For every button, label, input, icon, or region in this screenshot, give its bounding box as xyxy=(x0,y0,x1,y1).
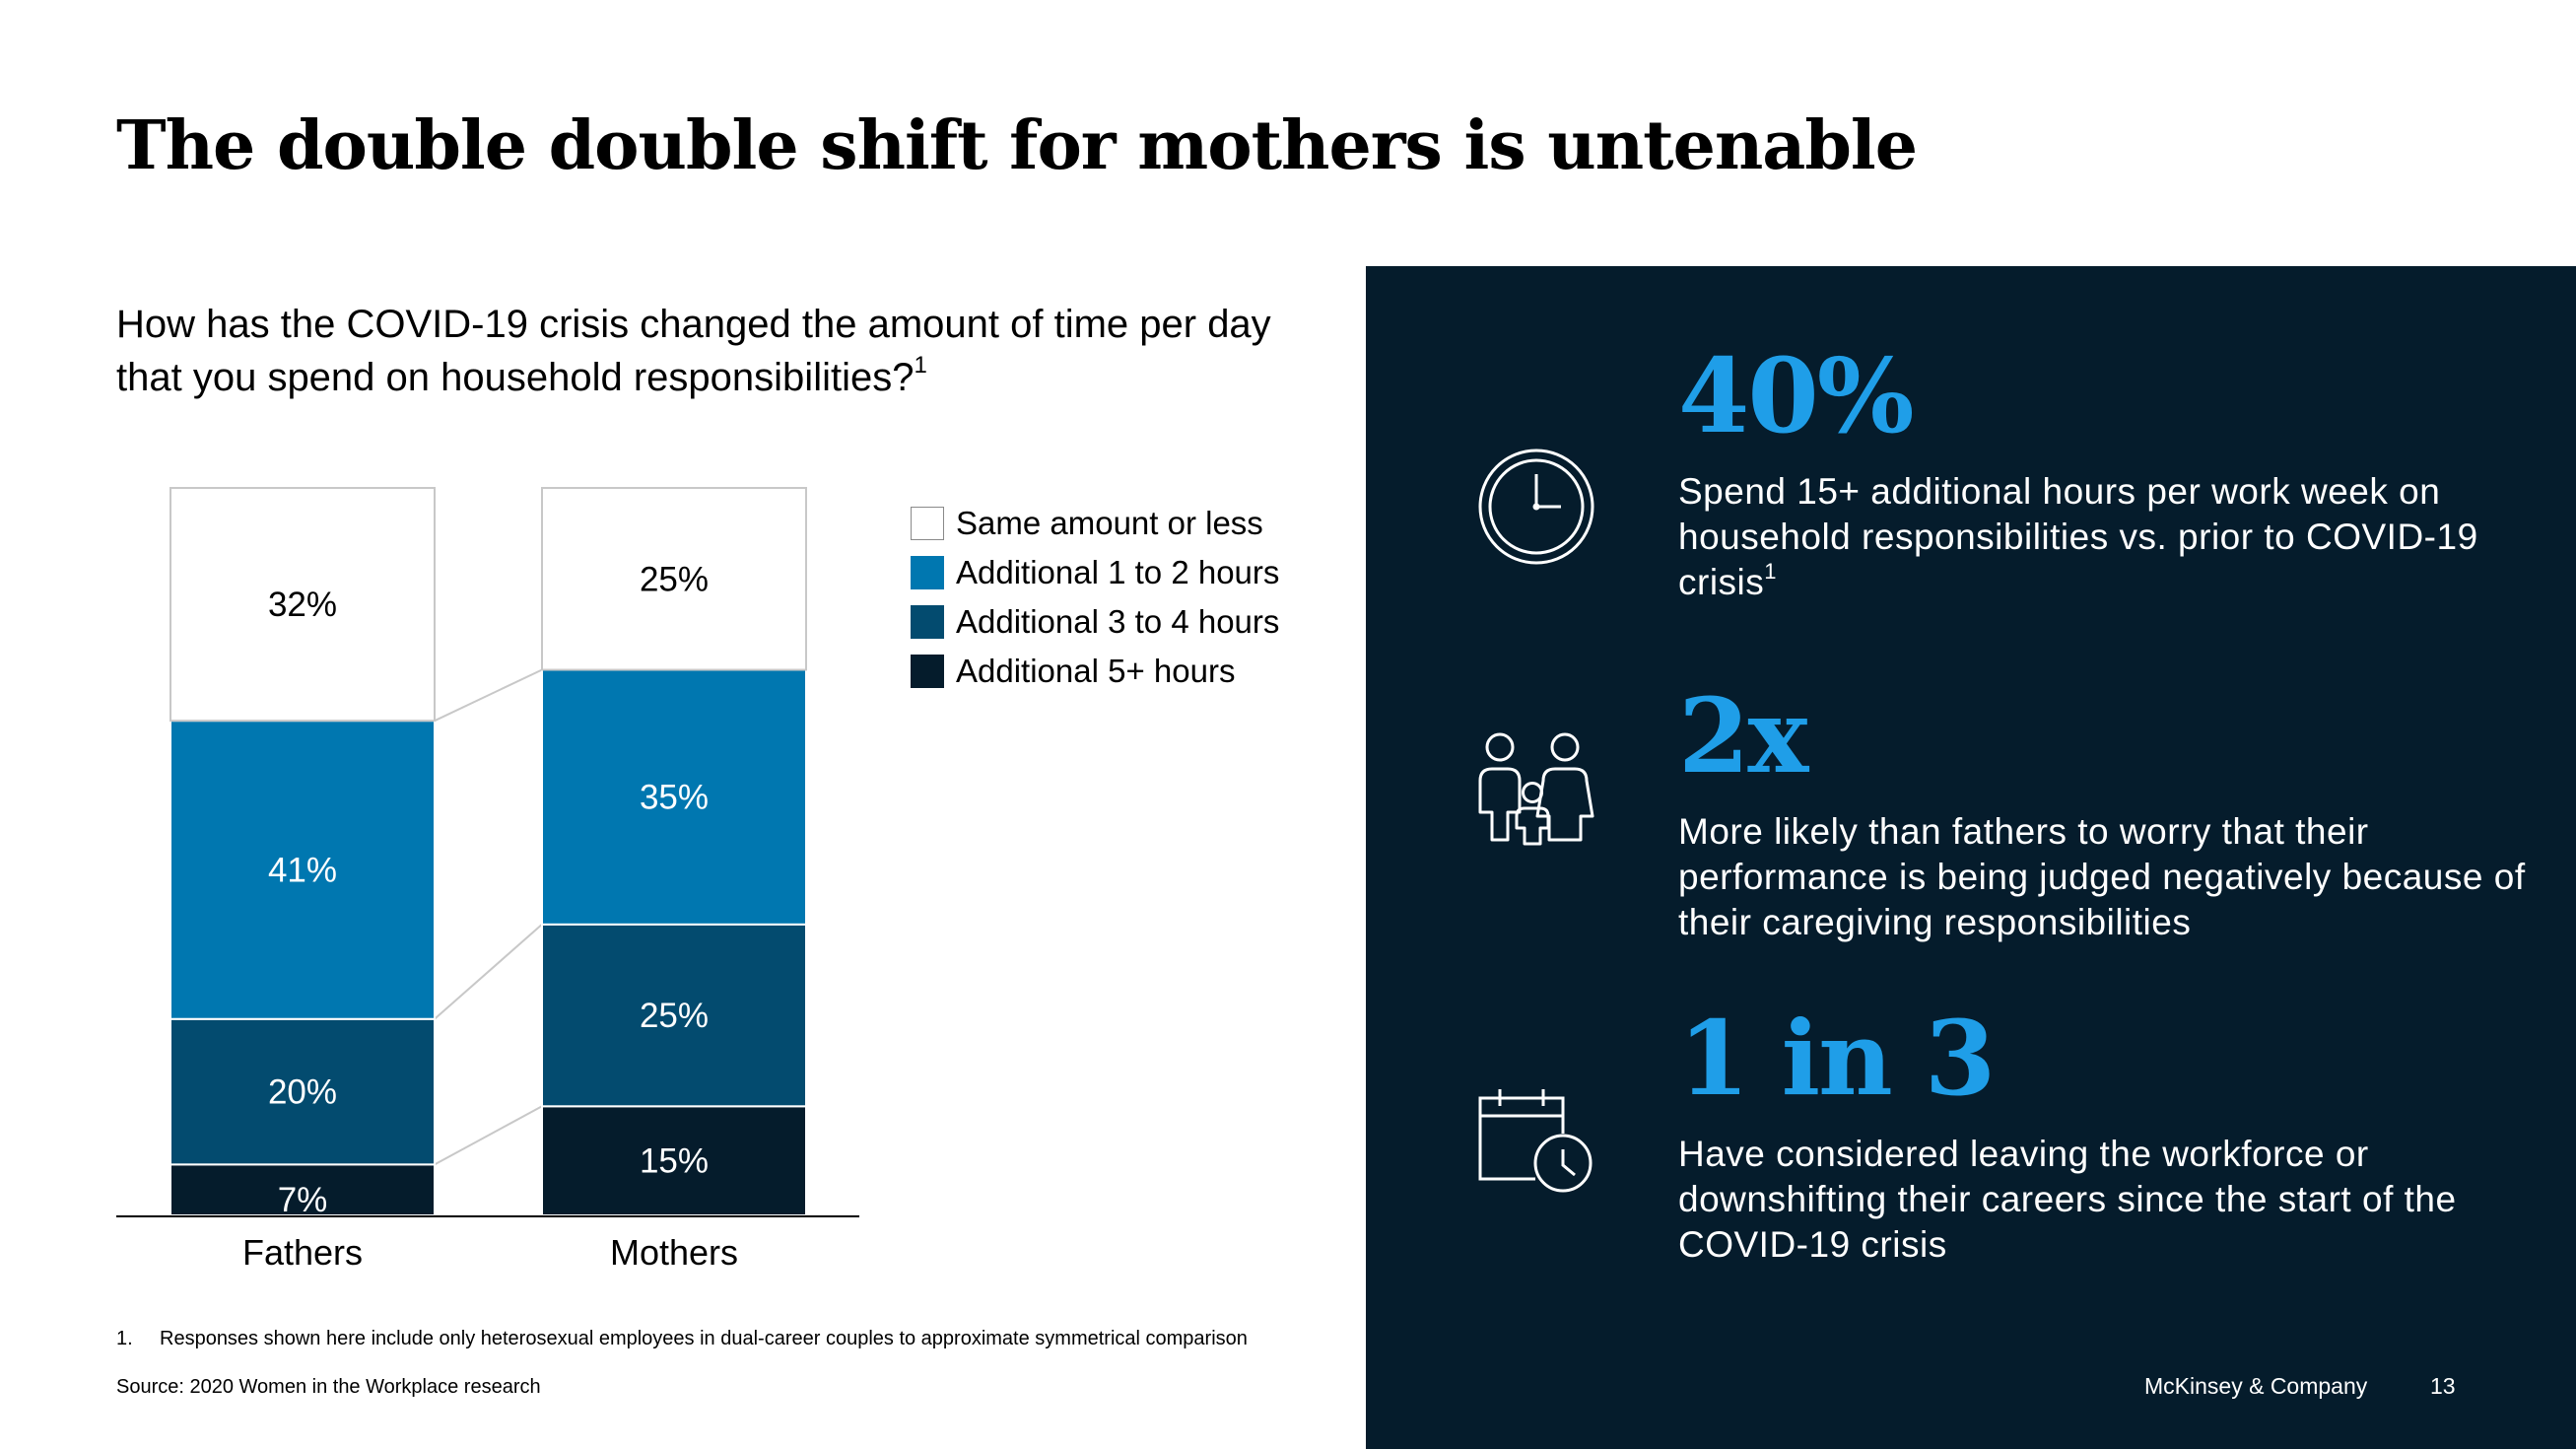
legend-swatch-3-4 xyxy=(911,605,944,639)
family-icon xyxy=(1478,732,1594,846)
data-label: 20% xyxy=(268,1073,337,1112)
stacked-bar-chart: 7% 20% 41% 32% 15% 25% 35% 25% Fathers Mothers xyxy=(116,487,859,1273)
chart-legend: Same amount or less Additional 1 to 2 ho… xyxy=(911,499,1279,696)
stat-value: 1 in 3 xyxy=(1678,998,1996,1119)
bar-segment xyxy=(541,487,807,671)
data-label: 41% xyxy=(268,851,337,889)
stat-2x: 2x More likely than fathers to worry tha… xyxy=(1678,685,2526,945)
footnote: 1. Responses shown here include only hete… xyxy=(116,1328,1248,1350)
clock-icon xyxy=(1478,449,1594,565)
stat-40-percent: 40% Spend 15+ additional hours per work … xyxy=(1678,345,2526,605)
connector-lines xyxy=(434,668,543,1166)
stat-value: 40% xyxy=(1678,335,1915,456)
data-label: 7% xyxy=(278,1181,328,1219)
stat-description: Have considered leaving the workforce or… xyxy=(1678,1134,2457,1265)
legend-item-5plus: Additional 5+ hours xyxy=(911,647,1279,696)
legend-item-1-2: Additional 1 to 2 hours xyxy=(911,548,1279,597)
stat-description: More likely than fathers to worry that t… xyxy=(1678,811,2526,942)
legend-label: Same amount or less xyxy=(956,505,1263,541)
source-note: Source: 2020 Women in the Workplace rese… xyxy=(116,1376,541,1398)
bar-segment xyxy=(169,487,436,723)
data-label: 32% xyxy=(268,586,337,624)
legend-label: Additional 3 to 4 hours xyxy=(956,603,1280,640)
data-label: 35% xyxy=(640,779,709,817)
x-tick-label: Mothers xyxy=(610,1232,738,1273)
bar-segment xyxy=(169,1017,436,1166)
legend-label: Additional 1 to 2 hours xyxy=(956,554,1280,590)
chart-question: How has the COVID-19 crisis changed the … xyxy=(116,298,1299,404)
data-label: 15% xyxy=(640,1142,709,1181)
connector-line xyxy=(434,668,543,723)
question-footnote-ref: 1 xyxy=(914,352,927,379)
data-label: 25% xyxy=(640,560,709,598)
data-label: 25% xyxy=(640,997,709,1035)
x-tick-label: Fathers xyxy=(242,1232,363,1273)
page-number: 13 xyxy=(2430,1373,2456,1399)
stat-value: 2x xyxy=(1678,675,1808,796)
stat-description-text: Spend 15+ additional hours per work week… xyxy=(1678,471,2478,602)
legend-swatch-5plus xyxy=(911,655,944,688)
brand-name: McKinsey & Company xyxy=(2144,1373,2368,1399)
connector-line xyxy=(434,1105,543,1166)
stat-footnote-ref: 1 xyxy=(1764,559,1778,584)
footnote-number: 1. xyxy=(116,1328,133,1349)
legend-item-3-4: Additional 3 to 4 hours xyxy=(911,597,1279,647)
question-text: How has the COVID-19 crisis changed the … xyxy=(116,303,1271,399)
legend-label: Additional 5+ hours xyxy=(956,653,1236,689)
page-title: The double double shift for mothers is u… xyxy=(116,106,1918,185)
legend-swatch-1-2 xyxy=(911,556,944,589)
bar-segment xyxy=(541,668,807,926)
legend-swatch-same xyxy=(911,507,944,540)
stats-panel: 40% Spend 15+ additional hours per work … xyxy=(1366,266,2576,1449)
stat-description: Spend 15+ additional hours per work week… xyxy=(1678,469,2526,605)
legend-item-same: Same amount or less xyxy=(911,499,1279,548)
connector-line xyxy=(434,924,543,1020)
bar-segment xyxy=(169,720,436,1020)
footnote-text: Responses shown here include only hetero… xyxy=(160,1328,1248,1349)
calendar-clock-icon xyxy=(1478,1089,1593,1193)
stat-1-in-3: 1 in 3 Have considered leaving the workf… xyxy=(1678,1007,2526,1268)
bar-segment xyxy=(541,923,807,1108)
